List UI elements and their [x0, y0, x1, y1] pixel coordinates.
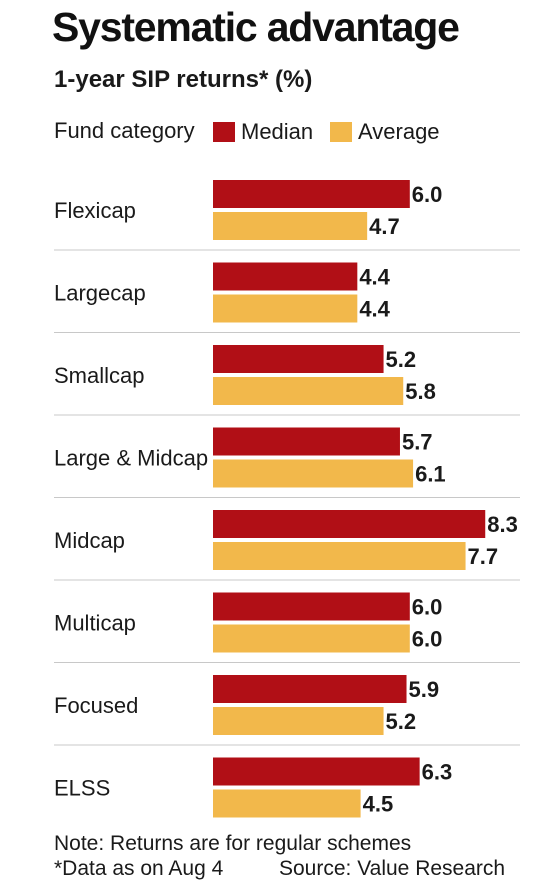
- category-label-large-and-midcap: Large & Midcap: [54, 446, 208, 471]
- value-label-average-focused: 5.2: [386, 709, 417, 734]
- footnote-note: Note: Returns are for regular schemes: [54, 832, 412, 855]
- bar-average-focused: [213, 707, 384, 735]
- chart-subtitle: 1-year SIP returns* (%): [54, 66, 313, 93]
- value-label-average-multicap: 6.0: [412, 627, 443, 652]
- value-label-median-elss: 6.3: [422, 760, 453, 785]
- bar-average-smallcap: [213, 377, 404, 405]
- category-label-flexicap: Flexicap: [54, 198, 136, 223]
- bar-average-elss: [213, 789, 361, 818]
- bar-median-large-and-midcap: [213, 427, 400, 456]
- bar-median-smallcap: [213, 345, 384, 373]
- legend-item-median: Median: [213, 118, 313, 146]
- value-label-median-multicap: 6.0: [412, 595, 443, 620]
- bar-median-flexicap: [213, 180, 410, 208]
- value-label-average-large-and-midcap: 6.1: [415, 462, 446, 487]
- value-label-median-focused: 5.9: [409, 677, 440, 702]
- footnote-data-date: *Data as on Aug 4: [54, 857, 224, 880]
- category-label-elss: ELSS: [54, 776, 110, 801]
- chart-title: Systematic advantage: [52, 4, 460, 50]
- value-label-median-large-and-midcap: 5.7: [402, 430, 433, 455]
- bar-median-focused: [213, 675, 407, 703]
- value-label-median-midcap: 8.3: [487, 512, 518, 537]
- bar-median-multicap: [213, 592, 410, 621]
- bar-median-largecap: [213, 262, 358, 291]
- value-label-average-midcap: 7.7: [468, 544, 499, 569]
- value-label-median-smallcap: 5.2: [386, 347, 417, 372]
- value-label-average-flexicap: 4.7: [369, 214, 400, 239]
- bar-average-flexicap: [213, 212, 368, 240]
- value-label-median-flexicap: 6.0: [412, 182, 443, 207]
- bar-average-multicap: [213, 624, 410, 653]
- legend-swatch-median: [213, 122, 235, 142]
- category-label-multicap: Multicap: [54, 611, 136, 636]
- footnote-source: Source: Value Research: [279, 857, 506, 880]
- category-column-header: Fund category: [54, 118, 195, 143]
- legend-label-average: Average: [358, 119, 440, 144]
- category-label-midcap: Midcap: [54, 528, 125, 553]
- value-label-median-largecap: 4.4: [359, 265, 390, 290]
- category-label-focused: Focused: [54, 693, 138, 718]
- legend-label-median: Median: [241, 119, 314, 144]
- bar-median-midcap: [213, 510, 486, 538]
- value-label-average-largecap: 4.4: [359, 297, 390, 322]
- legend-swatch-average: [330, 122, 352, 142]
- bar-median-elss: [213, 757, 420, 786]
- bar-average-large-and-midcap: [213, 459, 414, 488]
- bar-average-midcap: [213, 542, 466, 570]
- value-label-average-smallcap: 5.8: [405, 379, 436, 404]
- bar-average-largecap: [213, 294, 358, 323]
- category-label-largecap: Largecap: [54, 281, 146, 306]
- value-label-average-elss: 4.5: [363, 792, 394, 817]
- legend-item-average: Average: [330, 118, 440, 146]
- category-label-smallcap: Smallcap: [54, 363, 144, 388]
